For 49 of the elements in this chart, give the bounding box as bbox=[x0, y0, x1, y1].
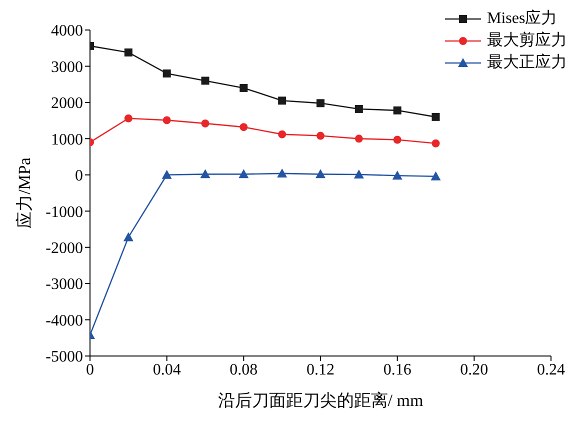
point bbox=[354, 134, 363, 143]
x-tick-label: 0.08 bbox=[230, 361, 258, 378]
y-tick-label: 1000 bbox=[51, 131, 83, 148]
point bbox=[240, 84, 248, 92]
x-tick-label: 0.24 bbox=[537, 361, 565, 378]
x-tick-label: 0.12 bbox=[306, 361, 334, 378]
point bbox=[277, 168, 288, 178]
y-tick-label: -2000 bbox=[46, 240, 83, 258]
y-tick-label: -1000 bbox=[46, 204, 83, 221]
point bbox=[354, 170, 364, 179]
y-tick-label: -4000 bbox=[46, 312, 83, 330]
x-tick-label: 0.04 bbox=[152, 361, 181, 378]
y-tick-label: -5000 bbox=[46, 348, 83, 366]
point bbox=[240, 123, 248, 132]
point bbox=[354, 104, 363, 113]
x-axis-title: 沿后刀面距刀尖的距离/ mm bbox=[218, 391, 424, 410]
point bbox=[201, 119, 210, 128]
point bbox=[432, 139, 440, 148]
y-axis-title: 应力/MPa bbox=[15, 157, 34, 228]
y-tick-label: 0 bbox=[75, 168, 83, 185]
point bbox=[200, 169, 210, 178]
x-tick-label: 0 bbox=[86, 361, 94, 378]
point bbox=[316, 169, 326, 178]
point bbox=[238, 169, 249, 178]
point bbox=[162, 116, 171, 124]
point bbox=[316, 99, 324, 108]
point bbox=[201, 76, 210, 85]
point bbox=[392, 170, 402, 180]
point bbox=[124, 48, 132, 56]
point bbox=[430, 171, 441, 180]
point bbox=[124, 114, 132, 122]
point bbox=[278, 96, 286, 105]
point bbox=[316, 132, 324, 140]
point bbox=[393, 136, 402, 144]
point bbox=[162, 69, 171, 78]
point bbox=[432, 112, 440, 121]
point bbox=[123, 232, 134, 242]
y-tick-label: 4000 bbox=[51, 22, 83, 40]
y-tick-label: -3000 bbox=[46, 276, 83, 294]
y-tick-label: 3000 bbox=[51, 58, 83, 76]
x-tick-label: 0.16 bbox=[383, 361, 412, 378]
y-tick-label: 2000 bbox=[51, 95, 83, 112]
point bbox=[162, 170, 172, 179]
x-tick-label: 0.20 bbox=[460, 361, 488, 378]
legend-label: Mises应力 bbox=[487, 8, 558, 29]
legend-label: 最大正应力 bbox=[487, 52, 567, 73]
point bbox=[278, 130, 286, 138]
point bbox=[393, 106, 402, 114]
legend-label: 最大剪应力 bbox=[487, 30, 567, 51]
